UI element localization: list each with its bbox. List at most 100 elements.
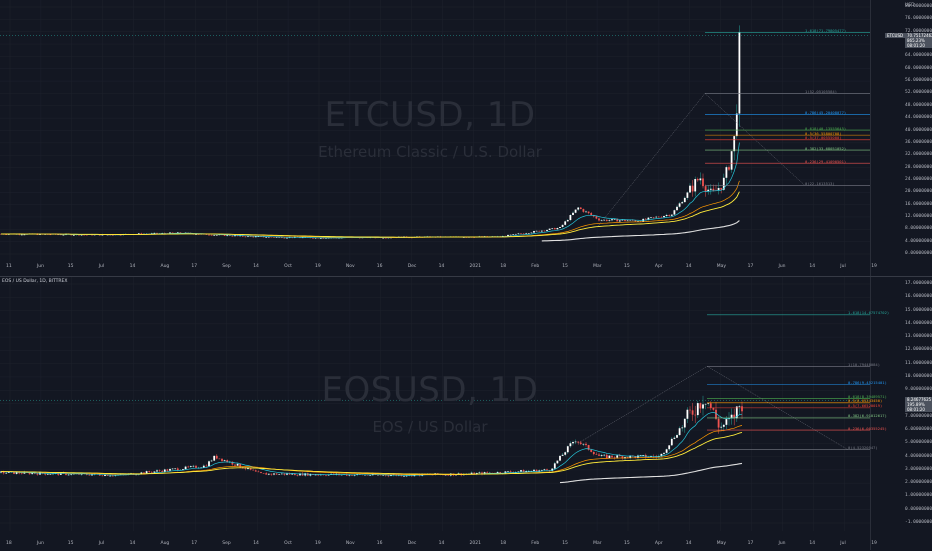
candle-body: [509, 471, 512, 473]
time-tick-label: 2021: [469, 541, 481, 546]
price-tick-label: 20.00000000: [905, 189, 932, 195]
candle-body: [598, 218, 600, 221]
candle-body: [665, 214, 668, 216]
candle-body: [20, 473, 23, 474]
candle-body: [231, 461, 234, 465]
eos-chart-pane[interactable]: EOSUSD, 1D EOS / US Dollar 17.00000000 16…: [0, 277, 932, 550]
candle-body: [603, 219, 606, 221]
candle-body: [522, 233, 525, 235]
candle-body: [171, 232, 174, 234]
candle-body: [62, 234, 65, 236]
candle-body: [309, 473, 312, 476]
candle-body: [725, 167, 728, 178]
etc-time-axis[interactable]: 11 Jun 15 Jul 14 Aug 17 Sep 14 Oct 19 Nov 16 Dec 14 202…: [0, 264, 877, 274]
candle-body: [551, 468, 554, 472]
ema-orange-line: [0, 425, 743, 476]
candle-body: [197, 234, 200, 235]
candle-body: [317, 474, 320, 476]
fib-level-label: 0.5(7.66520019): [848, 403, 883, 409]
candle-body: [543, 230, 546, 232]
candle-body: [730, 151, 733, 170]
time-tick-label: Apr: [654, 264, 663, 269]
time-tick-label: Feb: [531, 541, 540, 546]
candle-body: [483, 472, 486, 475]
candle-body: [23, 234, 26, 236]
candle-body: [673, 210, 676, 215]
candle-body: [738, 32, 741, 114]
fib-level-label: 1.618(14.67574702): [848, 310, 890, 316]
time-tick-label: 15: [624, 264, 630, 269]
candle-body: [730, 414, 733, 419]
candle-body: [163, 469, 166, 472]
pane-divider[interactable]: [0, 276, 932, 277]
candle-body: [556, 228, 559, 230]
candle-body: [647, 217, 650, 220]
candle-body: [712, 407, 715, 410]
fib-level-label: 0.618(40.13555645): [805, 125, 847, 131]
time-tick-label: Jul: [840, 264, 846, 269]
candle-body: [109, 475, 112, 477]
candle-body: [569, 215, 572, 221]
candle-body: [725, 419, 728, 425]
candle-body: [720, 426, 723, 428]
fib-level-label: 0.5(37.00555000): [805, 135, 842, 141]
fib-level-label: 0(4.52320547): [848, 445, 878, 451]
candle-body: [564, 221, 567, 225]
candle-body: [275, 473, 278, 475]
candle-body: [673, 437, 676, 439]
time-tick-label: 15: [562, 541, 568, 546]
price-tick-label: 6.00000000: [905, 427, 932, 433]
candle-body: [257, 236, 260, 238]
candle-body: [353, 474, 356, 476]
etc-plot-area[interactable]: [0, 0, 870, 277]
time-tick-label: 14: [438, 264, 445, 269]
time-tick-label: 16: [376, 541, 383, 546]
currency-label: USD: [905, 3, 915, 8]
eos-price-axis[interactable]: 17.00000000 16.00000000 15.00000000 14.0000…: [870, 277, 932, 550]
candle-body: [49, 474, 52, 475]
candle-body: [717, 418, 720, 428]
candle-body: [637, 221, 639, 222]
etc-chart-pane[interactable]: ETCUSD, 1D Ethereum Classic / U.S. Dolla…: [0, 0, 932, 277]
candle-body: [257, 471, 260, 473]
candle-body: [169, 468, 171, 471]
candle-body: [5, 234, 8, 235]
candle-body: [548, 228, 551, 230]
candle-body: [0, 471, 2, 473]
eos-time-axis[interactable]: 18 Jun 15 Jul 14 Aug 17 Sep 14 Oct 19 Nov 16 Dec 14 202…: [0, 541, 877, 551]
candle-body: [275, 237, 278, 238]
candle-body: [683, 197, 686, 203]
candle-body: [218, 234, 221, 236]
candle-body: [707, 403, 710, 404]
candle-body: [626, 220, 629, 222]
candle-body: [234, 235, 236, 237]
candle-body: [153, 471, 156, 473]
candle-body: [600, 455, 603, 456]
eos-plot-area[interactable]: [0, 277, 870, 550]
time-tick-label: Dec: [407, 541, 417, 546]
candle-body: [322, 238, 325, 239]
candle-body: [241, 235, 244, 237]
candle-body: [249, 467, 252, 470]
price-tag-line: 70.75172462: [907, 32, 932, 38]
candle-body: [735, 113, 738, 137]
etc-price-axis[interactable]: 80.0000000076.0000000072.0000000068.0000…: [870, 0, 932, 277]
candle-body: [119, 474, 122, 475]
candle-body: [98, 474, 101, 476]
candle-body: [639, 455, 642, 456]
candle-body: [728, 167, 730, 170]
candle-body: [652, 217, 655, 218]
time-tick-label: Sep: [222, 541, 231, 546]
candle-body: [527, 233, 530, 234]
candle-body: [517, 233, 520, 235]
candle-body: [210, 235, 213, 236]
price-tick-label: 36.00000000: [905, 139, 932, 145]
candle-body: [244, 236, 247, 238]
candle-body: [283, 473, 286, 475]
candle-body: [624, 219, 626, 221]
candle-body: [2, 471, 5, 474]
candle-body: [634, 220, 637, 222]
candle-body: [668, 214, 671, 216]
candle-body: [559, 226, 561, 229]
candle-body: [735, 406, 738, 419]
